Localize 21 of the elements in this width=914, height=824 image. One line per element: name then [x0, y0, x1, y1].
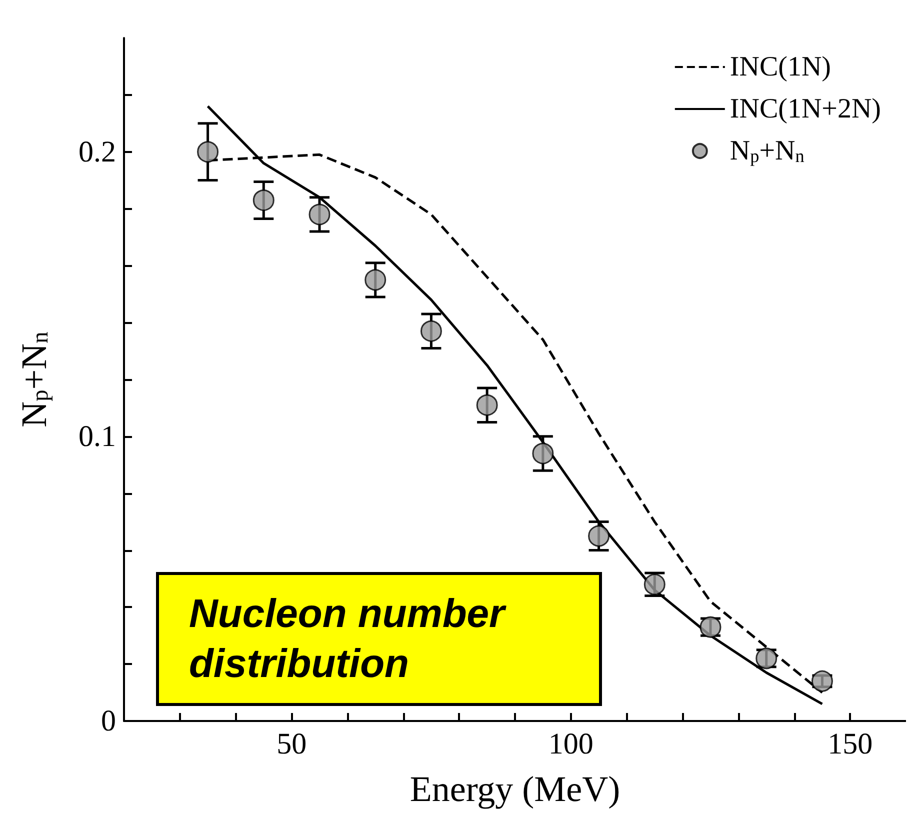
annotation: Nucleon number distribution: [189, 592, 508, 686]
point: [252, 189, 274, 211]
legend-label: Np+Nn: [730, 136, 804, 166]
y-axis-title: Np+Nn: [14, 331, 54, 428]
x-tick-label: 100: [548, 728, 594, 760]
point: [197, 141, 219, 163]
y-tick-label: 0.1: [78, 420, 116, 453]
legend-label: INC(1N): [730, 52, 831, 82]
point: [364, 269, 386, 291]
point: [811, 670, 833, 692]
legend-label: INC(1N+2N): [730, 94, 882, 124]
x-tick-label: 150: [828, 728, 873, 760]
point: [588, 525, 610, 547]
y-tick-label: 0: [101, 704, 116, 738]
point: [532, 442, 554, 464]
y-tick-label: 0.2: [78, 135, 116, 168]
x-axis-title: Energy (MeV): [410, 769, 620, 809]
point: [476, 394, 498, 416]
x-tick-label: 50: [276, 728, 307, 760]
point: [420, 320, 442, 342]
point: [308, 204, 330, 226]
